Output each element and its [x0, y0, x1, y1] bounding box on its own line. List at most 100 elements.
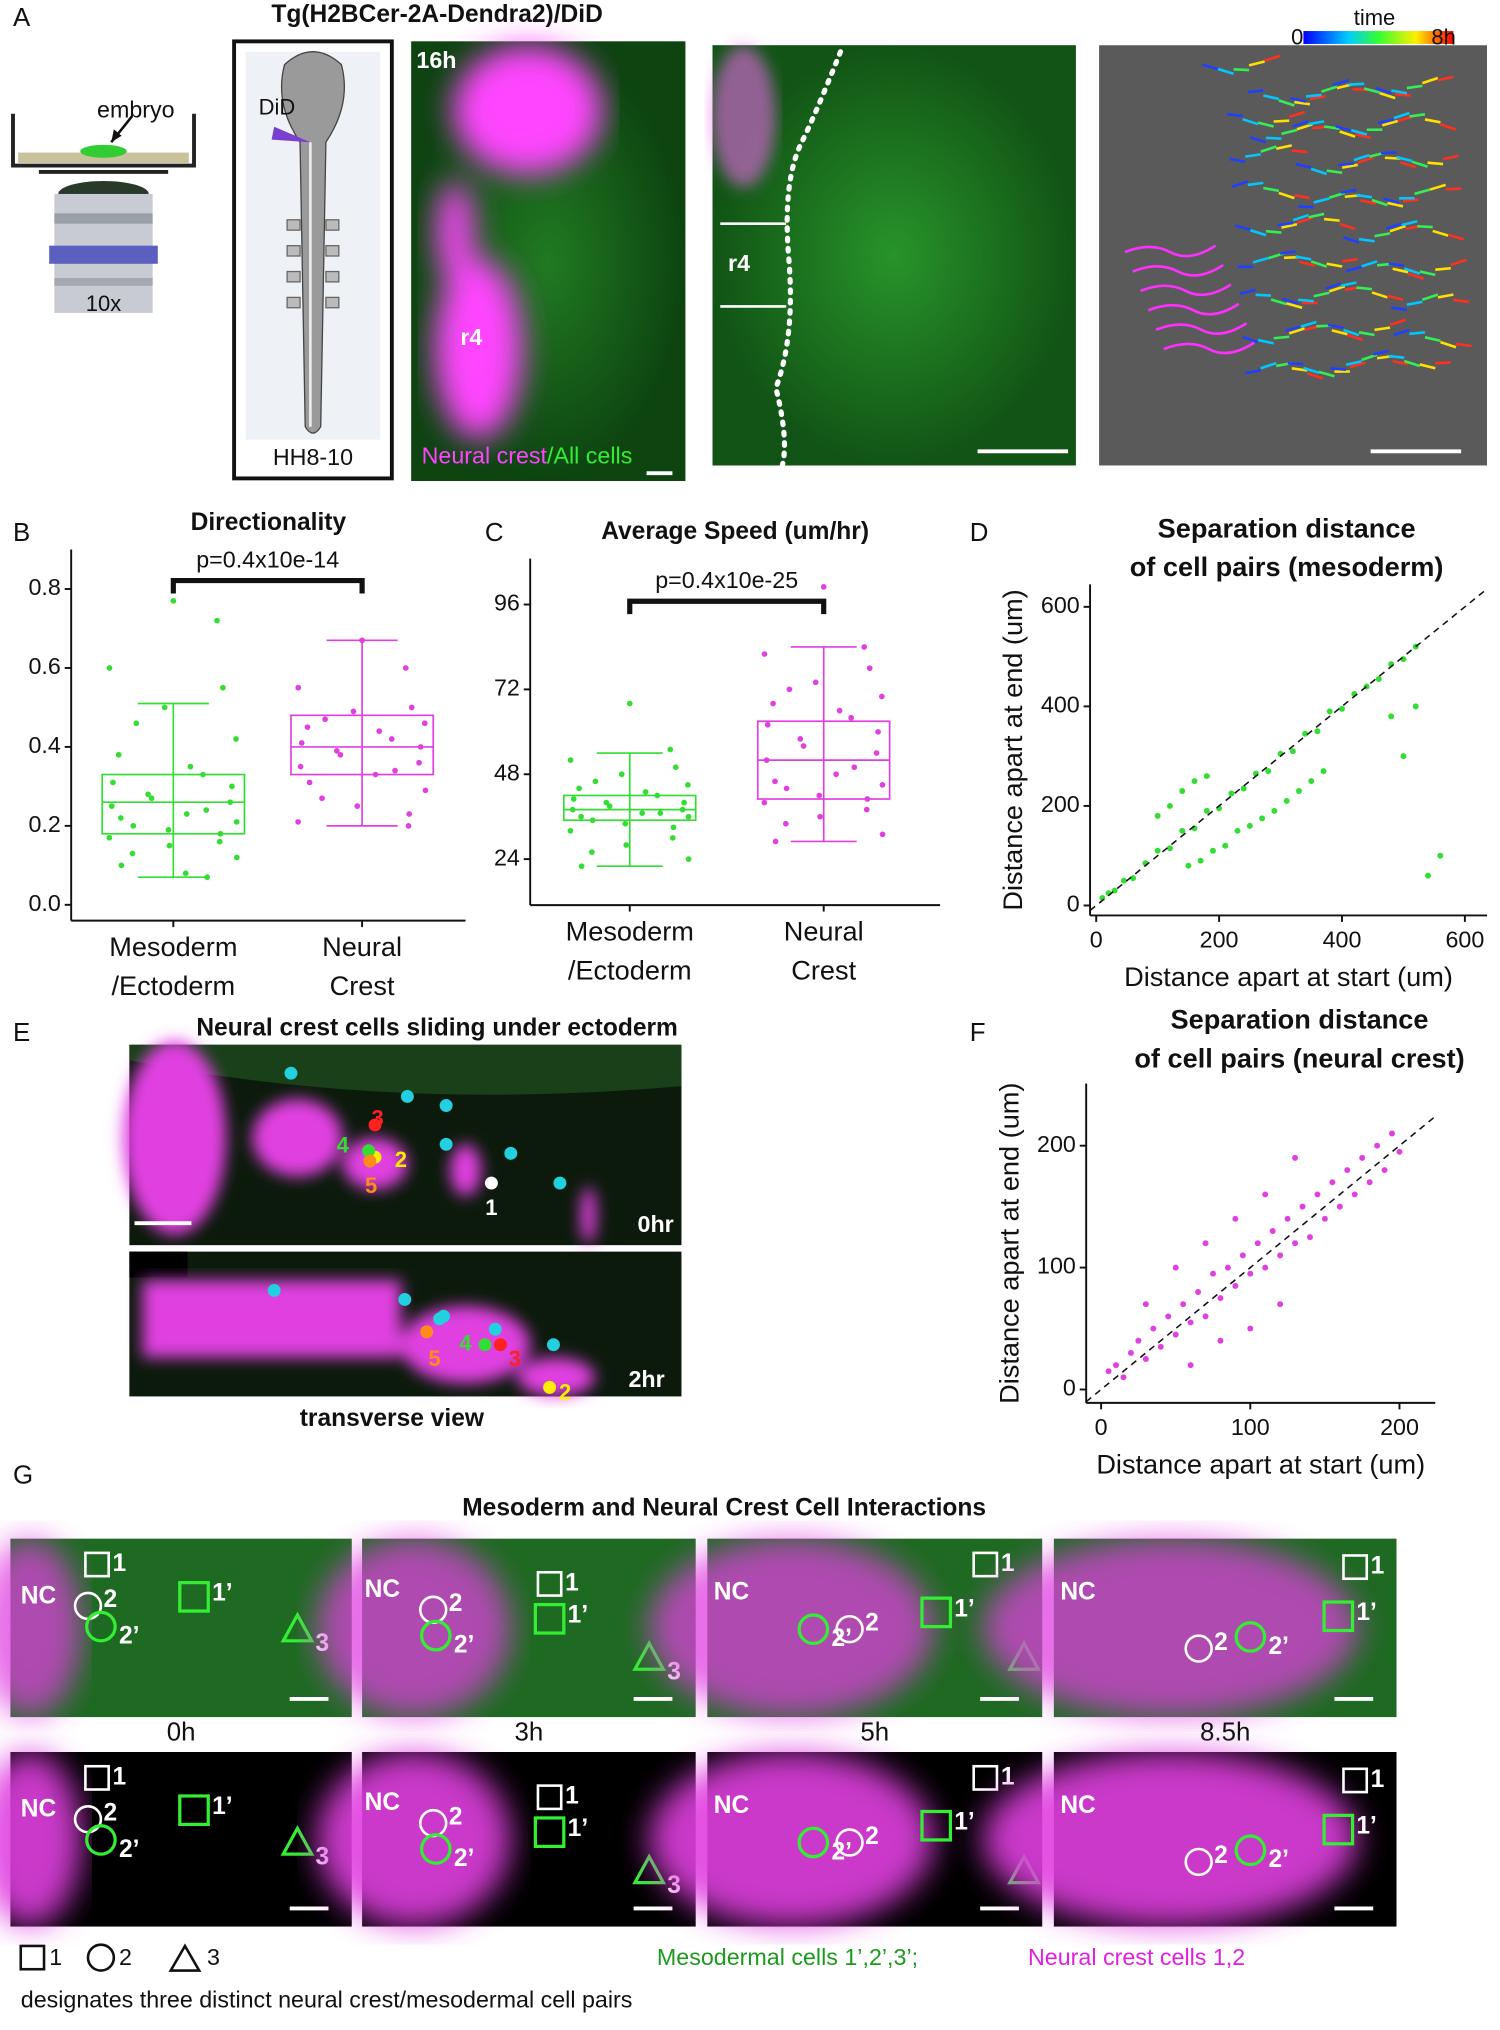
cell-marker — [439, 1137, 453, 1151]
y-tick-label: 24 — [494, 844, 520, 870]
track — [1242, 335, 1259, 344]
data-point — [1359, 1154, 1366, 1161]
y-tick-label: 96 — [494, 590, 520, 616]
data-point — [879, 782, 886, 788]
track — [1132, 263, 1224, 277]
nc-signal — [982, 1752, 1358, 1927]
data-point — [1254, 1240, 1261, 1247]
data-point — [1187, 1319, 1194, 1326]
y-tick-label: 200 — [1037, 1131, 1076, 1157]
track — [1277, 221, 1294, 227]
data-point — [1203, 773, 1210, 780]
data-point — [1283, 797, 1290, 804]
data-point — [1172, 1264, 1179, 1271]
track — [1388, 262, 1405, 268]
data-point — [1232, 1282, 1239, 1289]
data-point — [1375, 676, 1382, 682]
track — [1282, 297, 1299, 305]
track — [1288, 110, 1306, 119]
track — [1399, 161, 1417, 169]
data-point — [833, 771, 839, 778]
data-point — [864, 796, 871, 802]
data-point — [1306, 1234, 1313, 1241]
track — [1391, 306, 1408, 312]
track — [1417, 224, 1433, 229]
data-point — [1240, 785, 1247, 792]
data-point — [402, 665, 409, 671]
data-point — [1284, 1215, 1291, 1222]
transverse-2hr: 2hr — [129, 1251, 682, 1397]
track — [1308, 120, 1325, 126]
setup-schematic: 10x embryo — [11, 96, 196, 316]
track — [1358, 331, 1375, 337]
data-point — [388, 736, 395, 742]
track — [1286, 302, 1303, 309]
track — [1346, 333, 1364, 342]
track — [1321, 85, 1338, 93]
y-tick-label: 0.4 — [28, 732, 60, 758]
cell-label: 1’ — [1356, 1812, 1376, 1839]
cell-marker — [547, 1338, 560, 1352]
track — [1287, 362, 1304, 366]
significance-bracket — [627, 598, 827, 615]
data-point — [820, 584, 827, 590]
data-point — [165, 826, 172, 833]
cell-label: 2 — [449, 1590, 463, 1617]
track — [1389, 318, 1406, 327]
data-point — [863, 806, 870, 813]
track — [1294, 100, 1311, 106]
significance-bracket — [170, 577, 365, 594]
meso-cell-1 — [533, 1602, 566, 1635]
data-point — [148, 795, 155, 802]
data-point — [786, 686, 793, 693]
data-point — [1130, 875, 1137, 882]
track — [1324, 282, 1342, 290]
cell-marker — [493, 1338, 507, 1352]
data-point — [1150, 1325, 1157, 1332]
time-label: 2hr — [628, 1366, 664, 1392]
cell-label: 2’ — [1268, 1846, 1288, 1873]
track — [1140, 283, 1232, 297]
track — [1361, 353, 1378, 362]
x-tick-label: 0 — [1095, 1414, 1108, 1440]
p-value: p=0.4x10e-14 — [196, 546, 339, 572]
track — [1298, 298, 1314, 303]
cell-label: 1’ — [212, 1793, 232, 1820]
track — [1379, 91, 1396, 100]
cell-label: 2 — [449, 1803, 463, 1830]
x-tick-label: Mesoderm — [109, 931, 237, 962]
track — [1388, 354, 1405, 359]
data-point — [812, 679, 819, 686]
data-point — [672, 764, 679, 771]
meso-cell-2 — [85, 1610, 117, 1643]
track — [1318, 370, 1335, 378]
cell-label: 2’ — [119, 1622, 139, 1649]
track — [1147, 302, 1240, 316]
panel-label: E — [13, 1019, 30, 1047]
meso-cell-2 — [85, 1824, 117, 1856]
data-point — [567, 827, 574, 834]
track — [1414, 188, 1431, 196]
cell-marker — [362, 1144, 376, 1158]
track — [1263, 94, 1280, 101]
track — [1421, 76, 1439, 85]
track — [1445, 187, 1462, 191]
data-point — [848, 714, 855, 721]
track — [1278, 191, 1295, 200]
data-point — [216, 838, 223, 845]
data-point — [1172, 1331, 1179, 1338]
track — [1242, 117, 1259, 126]
track — [1273, 335, 1290, 340]
track — [1234, 224, 1251, 231]
data-point — [337, 751, 344, 758]
data-point — [851, 764, 858, 771]
nc-cell-2 — [835, 1828, 864, 1857]
track — [1247, 181, 1264, 187]
data-point — [421, 720, 428, 727]
y-axis-label: Distance apart at end (um) — [993, 1083, 1024, 1404]
data-point — [1209, 847, 1216, 854]
data-point — [1166, 845, 1173, 852]
nc-cell-2 — [1184, 1634, 1213, 1663]
track — [1381, 119, 1399, 127]
data-point — [106, 665, 113, 671]
